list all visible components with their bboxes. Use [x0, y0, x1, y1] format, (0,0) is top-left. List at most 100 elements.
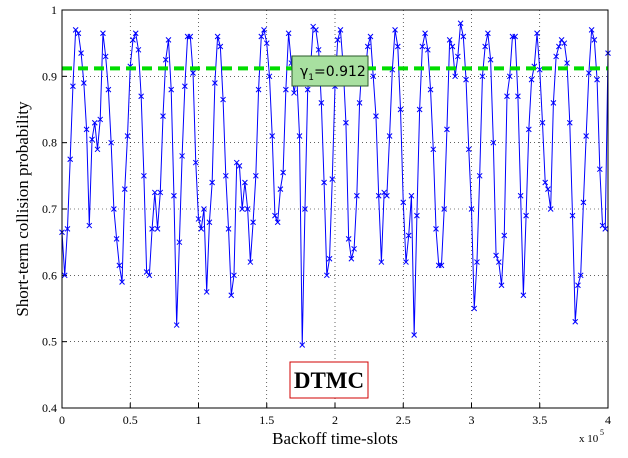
- point-marker: [116, 262, 123, 269]
- point-marker: [564, 60, 570, 66]
- point-marker: [135, 46, 142, 53]
- point-marker: [91, 119, 98, 126]
- point-marker: [378, 259, 385, 265]
- point-marker: [364, 43, 371, 50]
- point-marker: [195, 216, 202, 222]
- point-marker: [171, 192, 177, 199]
- point-marker: [476, 172, 483, 179]
- point-marker: [493, 252, 499, 259]
- point-marker: [149, 226, 155, 232]
- point-marker: [225, 226, 232, 232]
- point-marker: [482, 43, 489, 50]
- y-tick-label: 1: [51, 3, 57, 17]
- point-marker: [536, 66, 543, 73]
- point-marker: [108, 139, 114, 146]
- point-marker: [485, 30, 491, 37]
- x-tick-label: 0: [59, 413, 65, 427]
- point-marker: [569, 212, 576, 219]
- point-marker: [280, 169, 286, 176]
- point-marker: [591, 36, 598, 43]
- point-marker: [61, 272, 68, 279]
- point-marker: [345, 235, 352, 242]
- point-marker: [154, 226, 161, 232]
- point-marker: [373, 113, 379, 119]
- point-marker: [242, 179, 248, 186]
- point-marker: [168, 86, 175, 93]
- point-marker: [547, 206, 554, 212]
- x-multiplier: x 10: [579, 433, 599, 445]
- point-marker: [408, 192, 415, 199]
- point-marker: [517, 192, 524, 199]
- point-marker: [504, 93, 510, 100]
- point-marker: [231, 272, 237, 279]
- point-marker: [187, 33, 194, 40]
- point-marker: [561, 40, 568, 47]
- point-marker: [384, 192, 390, 199]
- point-marker: [430, 146, 437, 153]
- point-marker: [468, 206, 475, 212]
- point-marker: [83, 126, 90, 133]
- point-marker: [419, 43, 426, 50]
- point-marker: [266, 73, 273, 80]
- point-marker: [198, 226, 205, 232]
- point-marker: [594, 76, 600, 83]
- point-marker: [427, 86, 434, 93]
- point-marker: [545, 186, 551, 192]
- point-marker: [179, 153, 185, 159]
- point-marker: [64, 226, 71, 232]
- point-marker: [217, 43, 224, 50]
- point-marker: [586, 70, 592, 76]
- point-marker: [277, 186, 284, 192]
- point-marker: [405, 232, 412, 239]
- point-marker: [370, 73, 377, 80]
- point-marker: [553, 53, 559, 60]
- point-marker: [534, 30, 540, 37]
- point-marker: [556, 43, 562, 50]
- point-marker: [446, 36, 453, 43]
- point-marker: [411, 332, 418, 338]
- x-tick-label: 2.5: [396, 413, 411, 427]
- point-marker: [566, 119, 573, 126]
- model-label: DTMC: [294, 368, 364, 393]
- point-marker: [424, 46, 431, 53]
- point-marker: [490, 139, 497, 146]
- point-marker: [414, 212, 420, 219]
- point-marker: [506, 73, 513, 80]
- point-marker: [313, 27, 319, 33]
- point-marker: [449, 43, 456, 50]
- point-marker: [113, 235, 120, 242]
- point-marker: [67, 156, 74, 163]
- point-marker: [283, 86, 289, 93]
- point-marker: [438, 262, 445, 269]
- point-marker: [441, 206, 448, 212]
- y-tick-label: 0.9: [42, 69, 57, 83]
- point-marker: [263, 40, 270, 47]
- x-tick-label: 3: [469, 413, 475, 427]
- point-marker: [190, 70, 196, 76]
- point-marker: [105, 86, 112, 93]
- point-marker: [97, 116, 104, 123]
- point-marker: [209, 179, 216, 186]
- point-marker: [577, 272, 584, 279]
- point-marker: [356, 100, 363, 106]
- x-tick-label: 2: [332, 413, 338, 427]
- x-tick-label: 1: [196, 413, 202, 427]
- point-marker: [452, 73, 458, 80]
- point-marker: [351, 245, 357, 252]
- point-marker: [124, 133, 131, 139]
- point-marker: [512, 33, 519, 40]
- point-marker: [321, 179, 327, 186]
- point-marker: [299, 342, 306, 348]
- threshold-subscript: 1: [308, 73, 314, 83]
- point-marker: [498, 282, 505, 289]
- point-marker: [130, 36, 136, 43]
- point-marker: [119, 279, 125, 285]
- point-marker: [465, 146, 472, 153]
- point-marker: [454, 53, 461, 60]
- point-marker: [165, 36, 172, 43]
- point-marker: [525, 126, 532, 133]
- x-tick-label: 1.5: [259, 413, 274, 427]
- point-marker: [337, 27, 344, 33]
- threshold-label: γ1=0.912: [300, 64, 366, 83]
- point-marker: [239, 206, 246, 212]
